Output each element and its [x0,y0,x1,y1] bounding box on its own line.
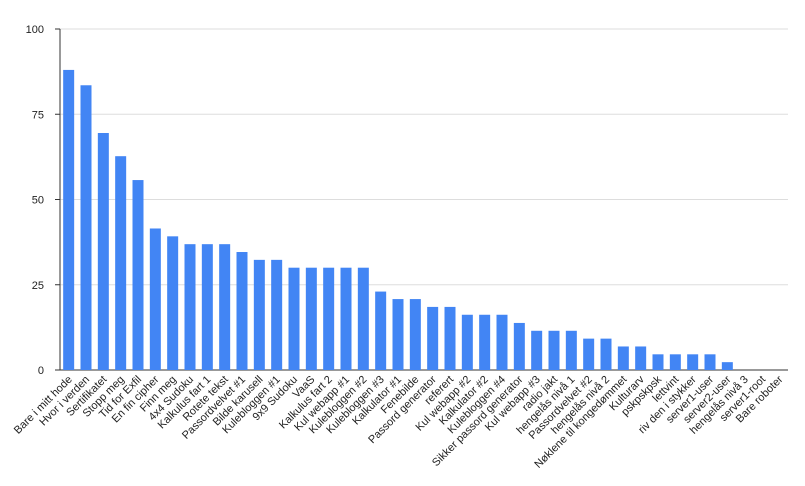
bar [184,244,196,370]
bar [409,299,421,370]
y-tick-label: 0 [38,365,44,377]
bar [236,252,248,370]
bar [635,346,647,370]
bar [496,314,508,370]
bar [721,362,733,370]
bar [704,354,716,370]
y-tick-label: 100 [26,24,44,36]
bar [669,354,681,370]
bar [288,267,300,370]
bar [115,156,127,370]
bar [97,133,109,370]
bar [253,259,265,370]
bar [427,306,439,370]
bar [271,259,283,370]
bar [340,267,352,370]
bar [565,330,577,370]
bar [201,244,213,370]
bar [323,267,335,370]
bar [548,330,560,370]
bar [531,330,543,370]
y-tick-label: 25 [32,280,44,292]
bar [219,244,231,370]
bar [652,354,664,370]
bar [305,267,317,370]
y-tick-label: 50 [32,195,44,207]
bar [80,85,92,370]
bar [444,306,456,370]
bar [357,267,369,370]
y-tick-label: 75 [32,109,44,121]
bar [600,338,612,370]
bar [617,346,629,370]
bar [63,69,75,371]
bar [392,299,404,370]
bar [132,180,144,370]
bar [167,236,179,370]
bar [513,322,525,370]
bar [583,338,595,370]
bar [461,314,473,370]
bar [687,354,699,370]
bar [375,291,387,370]
bar [479,314,491,370]
bar [149,228,161,370]
